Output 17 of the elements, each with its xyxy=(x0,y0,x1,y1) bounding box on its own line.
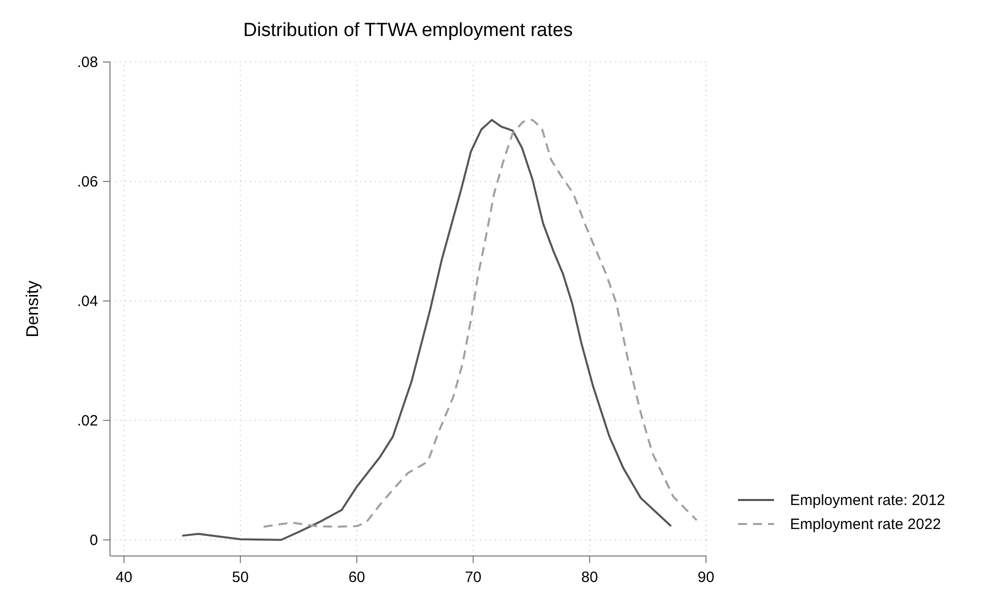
y-axis-title: Density xyxy=(23,280,42,338)
chart-title: Distribution of TTWA employment rates xyxy=(243,20,573,41)
x-tick-label: 70 xyxy=(464,569,482,586)
legend-label: Employment rate: 2012 xyxy=(790,492,946,509)
y-tick-label: .08 xyxy=(77,54,98,71)
y-tick-label: .06 xyxy=(77,173,98,190)
y-tick-label: 0 xyxy=(90,532,98,549)
x-tick-label: 40 xyxy=(116,569,132,586)
x-tick-label: 60 xyxy=(348,569,366,586)
line-series xyxy=(262,118,698,528)
x-tick-label: 50 xyxy=(232,569,249,586)
line-series xyxy=(181,118,672,541)
y-tick-label: .02 xyxy=(77,412,98,430)
y-tick-label: .04 xyxy=(77,292,98,310)
legend-label: Employment rate 2022 xyxy=(790,516,941,533)
x-tick-label: 80 xyxy=(581,569,598,586)
x-tick-label: 90 xyxy=(698,569,714,586)
